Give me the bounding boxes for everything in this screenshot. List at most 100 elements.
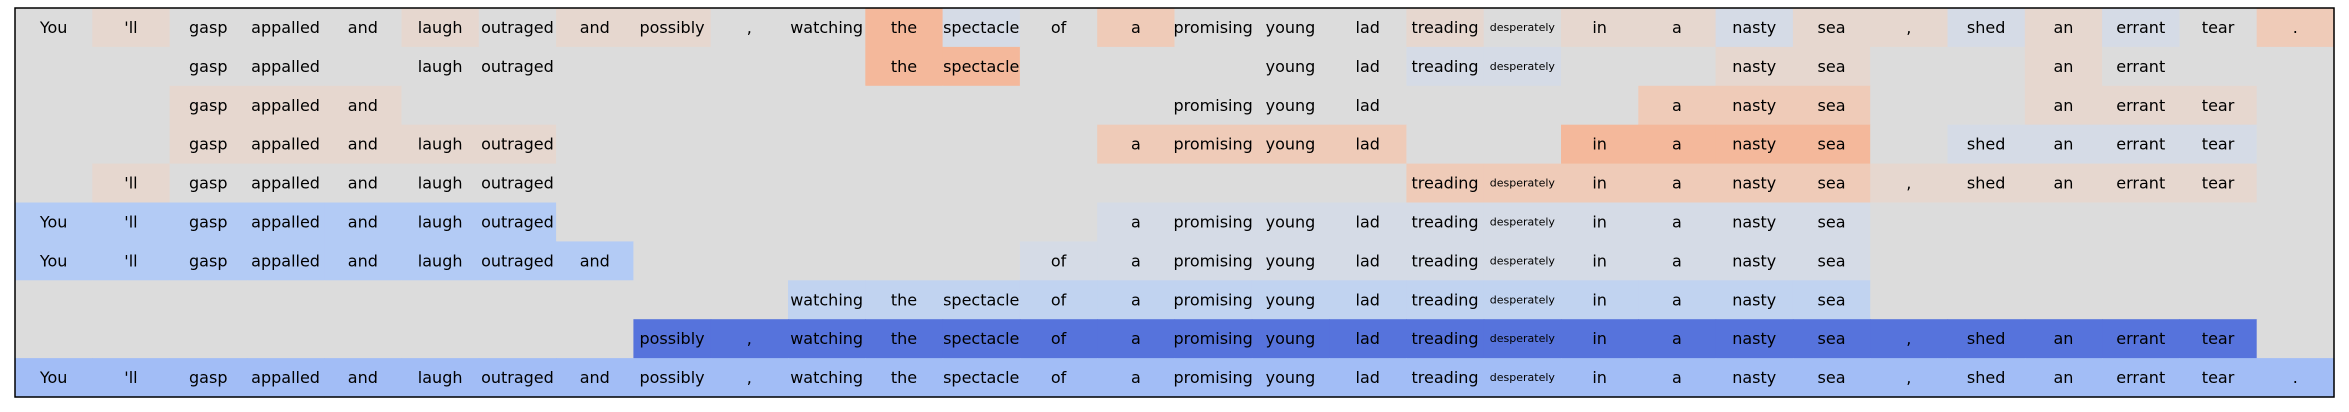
heatmap-cell: [1174, 85, 1253, 126]
token-label: nasty: [1732, 96, 1776, 115]
heatmap-cell: [2102, 85, 2180, 126]
token-label: in: [1592, 368, 1607, 387]
heatmap-cell: [556, 280, 634, 320]
token-label: shed: [1967, 174, 2005, 193]
token-label: the: [891, 57, 917, 76]
heatmap-cell: [788, 241, 866, 281]
token-label: errant: [2116, 96, 2165, 115]
token-label: possibly: [639, 18, 704, 37]
token-label: lad: [1356, 251, 1380, 270]
token-label: in: [1592, 329, 1607, 348]
heatmap-cell: [1019, 280, 1098, 320]
heatmap-cell: [710, 46, 789, 87]
heatmap-cell: [1097, 8, 1176, 48]
token-label: treading: [1412, 329, 1479, 348]
token-label: tear: [2202, 368, 2235, 387]
heatmap-cell: [1483, 241, 1562, 281]
heatmap-cell: [1947, 124, 2026, 165]
token-label: an: [2053, 135, 2073, 154]
token-label: .: [2293, 368, 2298, 387]
heatmap-cell: [1638, 8, 1717, 48]
heatmap-cell: [2102, 8, 2180, 48]
heatmap-cell: [2256, 85, 2335, 126]
heatmap-cell: [633, 280, 712, 320]
token-label: gasp: [189, 174, 227, 193]
heatmap-cell: [1947, 358, 2026, 398]
heatmap-cell: [710, 241, 789, 281]
heatmap-cell: [1638, 163, 1717, 204]
heatmap-cell: [401, 280, 480, 320]
token-label: laugh: [418, 212, 463, 231]
heatmap-cell: [556, 241, 634, 281]
heatmap-cell: [1947, 8, 2026, 48]
heatmap-cell: [1019, 85, 1098, 126]
heatmap-cell: [1251, 85, 1330, 126]
heatmap-cell: [1406, 358, 1485, 398]
token-label: possibly: [639, 368, 704, 387]
token-label: lad: [1356, 290, 1380, 309]
heatmap-cell: [15, 163, 93, 204]
heatmap-cell: [246, 319, 325, 359]
token-label: the: [891, 18, 917, 37]
heatmap-cell: [1870, 358, 1949, 398]
heatmap-cell: [1792, 319, 1871, 359]
token-label: laugh: [418, 18, 463, 37]
heatmap-cell: [788, 46, 866, 87]
token-label: a: [1672, 212, 1682, 231]
token-label: promising: [1174, 290, 1253, 309]
heatmap-cell: [1406, 163, 1485, 204]
heatmap-cell: [1174, 358, 1253, 398]
heatmap-cell: [2024, 241, 2103, 281]
heatmap-cell: [169, 358, 248, 398]
token-label: an: [2053, 368, 2073, 387]
token-label: a: [1672, 135, 1682, 154]
heatmap-cell: [15, 85, 93, 126]
heatmap-cell: [246, 8, 325, 48]
token-label: of: [1051, 368, 1067, 387]
heatmap-cell: [478, 241, 557, 281]
token-label: an: [2053, 329, 2073, 348]
heatmap-cell: [2024, 358, 2103, 398]
heatmap-cell: [2102, 202, 2180, 242]
token-label: ,: [1906, 329, 1911, 348]
heatmap-cell: [1638, 241, 1717, 281]
heatmap-cell: [2102, 280, 2180, 320]
token-label: lad: [1356, 368, 1380, 387]
token-label: young: [1266, 212, 1316, 231]
heatmap-cell: [324, 241, 403, 281]
heatmap-cell: [15, 8, 93, 48]
heatmap-cell: [401, 358, 480, 398]
token-label: promising: [1174, 212, 1253, 231]
token-label: promising: [1174, 135, 1253, 154]
heatmap-cell: [1870, 280, 1949, 320]
token-label: errant: [2116, 368, 2165, 387]
token-label: ,: [747, 18, 752, 37]
heatmap-cell: [92, 8, 171, 48]
heatmap-cell: [92, 163, 171, 204]
heatmap-cell: [1870, 46, 1949, 87]
token-label: gasp: [189, 96, 227, 115]
heatmap-cell: [1947, 319, 2026, 359]
token-label: desperately: [1490, 60, 1556, 73]
heatmap-cell: [324, 202, 403, 242]
heatmap-cell: [1251, 319, 1330, 359]
heatmap-cell: [942, 46, 1021, 87]
token-label: shed: [1967, 368, 2005, 387]
token-label: outraged: [481, 174, 554, 193]
token-label: a: [1131, 135, 1141, 154]
heatmap-cell: [1329, 241, 1407, 281]
heatmap-cell: [1792, 46, 1871, 87]
heatmap-cell: [788, 163, 866, 204]
token-label: in: [1592, 174, 1607, 193]
token-label: appalled: [251, 57, 320, 76]
token-label: possibly: [639, 329, 704, 348]
heatmap-cell: [2102, 124, 2180, 165]
token-label: sea: [1818, 174, 1846, 193]
token-label: You: [39, 368, 68, 387]
heatmap-cell: [865, 8, 944, 48]
heatmap-cell: [478, 8, 557, 48]
heatmap-cell: [2256, 241, 2335, 281]
token-label: outraged: [481, 251, 554, 270]
heatmap-cell: [1792, 8, 1871, 48]
heatmap-cell: [1097, 241, 1176, 281]
